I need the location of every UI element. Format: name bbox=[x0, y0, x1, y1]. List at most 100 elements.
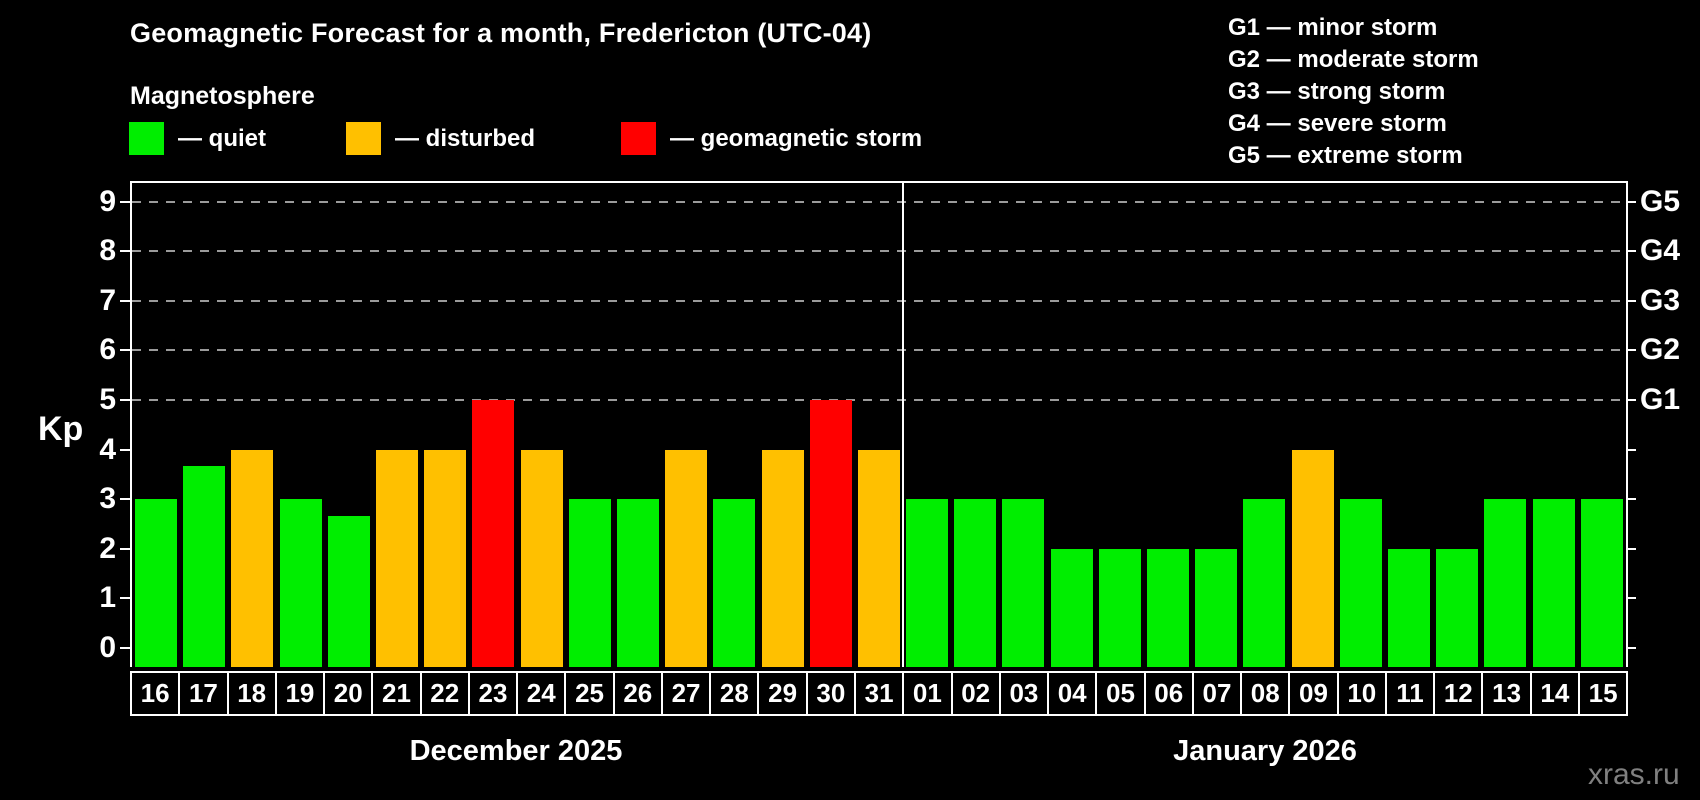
day-label-cell: 29 bbox=[759, 673, 808, 714]
day-label-cell: 06 bbox=[1146, 673, 1194, 714]
day-label-cell: 26 bbox=[615, 673, 663, 714]
kp-tick-label: 1 bbox=[99, 581, 116, 614]
magnetosphere-label: Magnetosphere bbox=[130, 82, 315, 110]
forecast-bar-january-15 bbox=[1581, 499, 1623, 667]
day-label-cell: 19 bbox=[277, 673, 326, 714]
forecast-bar-january-04 bbox=[1051, 549, 1093, 667]
forecast-bar-january-12 bbox=[1436, 549, 1478, 667]
day-label-cell: 21 bbox=[373, 673, 422, 714]
kp-tick-right bbox=[1626, 647, 1636, 649]
kp-tick-right bbox=[1626, 399, 1636, 401]
forecast-bar-january-05 bbox=[1099, 549, 1141, 667]
g3-legend-line: G3 — strong storm bbox=[1228, 78, 1446, 105]
kp-tick-left bbox=[120, 349, 130, 351]
kp-tick-label: 9 bbox=[99, 185, 116, 218]
chart-title: Geomagnetic Forecast for a month, Freder… bbox=[130, 18, 872, 48]
kp-tick-right bbox=[1626, 548, 1636, 550]
kp-gridline-g1 bbox=[132, 399, 1626, 401]
forecast-bar-december-26 bbox=[617, 499, 659, 667]
forecast-bar-january-11 bbox=[1388, 549, 1430, 667]
quiet-color-swatch bbox=[129, 122, 164, 155]
legend-item-quiet: — quiet bbox=[129, 122, 266, 155]
forecast-bar-december-18 bbox=[231, 450, 273, 667]
day-label-cell: 23 bbox=[470, 673, 519, 714]
kp-tick-right bbox=[1626, 597, 1636, 599]
kp-tick-left bbox=[120, 201, 130, 203]
day-label-cell: 11 bbox=[1387, 673, 1436, 714]
kp-tick-right bbox=[1626, 201, 1636, 203]
kp-tick-label: 5 bbox=[99, 383, 116, 416]
kp-tick-left bbox=[120, 250, 130, 252]
day-label-cell: 01 bbox=[904, 673, 953, 714]
forecast-bar-december-28 bbox=[713, 499, 755, 667]
forecast-bar-january-07 bbox=[1195, 549, 1237, 667]
kp-tick-label: 3 bbox=[99, 482, 116, 515]
forecast-bar-december-27 bbox=[665, 450, 707, 667]
g4-legend-line: G4 — severe storm bbox=[1228, 110, 1447, 137]
kp-gridline-g2 bbox=[132, 349, 1626, 351]
kp-tick-label: 7 bbox=[99, 284, 116, 317]
day-label-cell: 15 bbox=[1588, 678, 1618, 708]
kp-gridline-g3 bbox=[132, 300, 1626, 302]
day-label-cell: 09 bbox=[1290, 673, 1339, 714]
forecast-bar-january-14 bbox=[1533, 499, 1575, 667]
day-label-cell: 31 bbox=[856, 673, 905, 714]
day-label-cell: 07 bbox=[1194, 673, 1243, 714]
kp-tick-right bbox=[1626, 349, 1636, 351]
kp-tick-left bbox=[120, 548, 130, 550]
storm-legend-label: — geomagnetic storm bbox=[670, 124, 923, 152]
forecast-bar-december-24 bbox=[521, 450, 563, 667]
forecast-bar-december-29 bbox=[762, 450, 804, 667]
kp-tick-left bbox=[120, 647, 130, 649]
g-axis-label-g1: G1 bbox=[1640, 383, 1681, 416]
kp-tick-label: 6 bbox=[99, 333, 116, 366]
kp-tick-label: 4 bbox=[99, 433, 116, 466]
forecast-bar-december-31 bbox=[858, 450, 900, 667]
forecast-bar-january-08 bbox=[1243, 499, 1285, 667]
day-label-cell: 27 bbox=[663, 673, 712, 714]
day-axis-row: 16 17 18 19 20 21 22 23 24 25 26 27 28 29 30 31 01 02 03 04… bbox=[130, 671, 1628, 716]
kp-tick-right bbox=[1626, 300, 1636, 302]
g1-legend-line: G1 — minor storm bbox=[1228, 14, 1438, 41]
forecast-bar-january-13 bbox=[1484, 499, 1526, 667]
g-axis-label-g2: G2 bbox=[1640, 333, 1681, 366]
day-label-cell: 17 bbox=[180, 673, 229, 714]
forecast-bar-january-10 bbox=[1340, 499, 1382, 667]
month-label-december: December 2025 bbox=[409, 735, 623, 767]
kp-tick-left bbox=[120, 449, 130, 451]
kp-tick-right bbox=[1626, 449, 1636, 451]
forecast-bar-january-01 bbox=[906, 499, 948, 667]
kp-axis-title: Kp bbox=[38, 410, 84, 448]
kp-tick-label: 2 bbox=[99, 532, 116, 565]
day-label-cell: 03 bbox=[1001, 673, 1050, 714]
forecast-bar-january-06 bbox=[1147, 549, 1189, 667]
legend-item-disturbed: — disturbed bbox=[346, 122, 535, 155]
forecast-bar-december-22 bbox=[424, 450, 466, 667]
watermark: xras.ru bbox=[1588, 758, 1680, 791]
kp-gridline-g4 bbox=[132, 250, 1626, 252]
g-axis-label-g5: G5 bbox=[1640, 185, 1681, 218]
forecast-bar-december-21 bbox=[376, 450, 418, 667]
day-label-cell: 28 bbox=[711, 673, 760, 714]
kp-tick-left bbox=[120, 498, 130, 500]
forecast-bar-december-17 bbox=[183, 466, 225, 667]
day-label-cell: 24 bbox=[518, 673, 567, 714]
disturbed-legend-label: — disturbed bbox=[395, 124, 536, 152]
kp-tick-left bbox=[120, 399, 130, 401]
g5-legend-line: G5 — extreme storm bbox=[1228, 142, 1463, 169]
forecast-bar-december-19 bbox=[280, 499, 322, 667]
kp-forecast-plot bbox=[130, 181, 1628, 667]
forecast-bar-december-20 bbox=[328, 516, 370, 667]
legend-item-storm: — geomagnetic storm bbox=[621, 122, 922, 155]
day-label-cell: 30 bbox=[808, 673, 856, 714]
month-label-january: January 2026 bbox=[1173, 735, 1357, 767]
forecast-bar-january-02 bbox=[954, 499, 996, 667]
kp-tick-right bbox=[1626, 250, 1636, 252]
kp-tick-right bbox=[1626, 498, 1636, 500]
g-axis-label-g4: G4 bbox=[1640, 234, 1681, 267]
kp-tick-label: 8 bbox=[99, 234, 116, 267]
day-label-cell: 10 bbox=[1339, 673, 1387, 714]
forecast-bar-december-30 bbox=[810, 400, 852, 667]
quiet-legend-label: — quiet bbox=[178, 124, 266, 152]
kp-gridline-g5 bbox=[132, 201, 1626, 203]
